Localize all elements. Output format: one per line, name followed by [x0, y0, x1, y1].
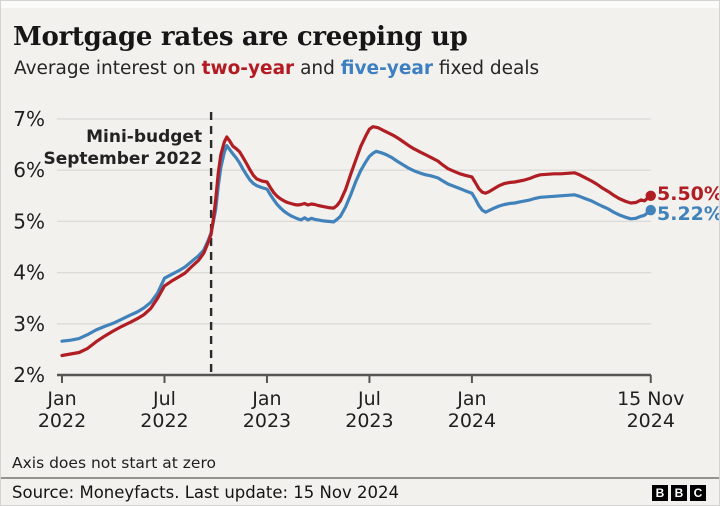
y-tick-label: 2% [13, 363, 45, 387]
x-tick-label: Jul [152, 388, 176, 410]
bbc-logo-letter-3: C [690, 485, 706, 501]
x-tick-label: 2024 [627, 410, 675, 432]
annotation-line-2: September 2022 [43, 149, 202, 169]
y-tick-label: 3% [13, 312, 45, 336]
y-tick-label: 4% [13, 261, 45, 285]
x-tick-label: Jan [251, 388, 281, 410]
five-year-end-dot [645, 204, 656, 216]
source-text: Source: Moneyfacts. Last update: 15 Nov … [12, 483, 399, 502]
x-tick-label: Jan [46, 388, 76, 410]
subtitle-suffix: fixed deals [432, 58, 540, 79]
page-title: Mortgage rates are creeping up [13, 22, 468, 52]
x-tick-label: Jul [357, 388, 381, 410]
two-year-end-dot [645, 190, 656, 201]
x-tick-label: 2023 [345, 410, 393, 432]
two-year-end-label: 5.50% [657, 183, 720, 205]
subtitle-two-year-label: two-year [201, 58, 295, 79]
axis-footnote: Axis does not start at zero [12, 454, 216, 472]
y-tick-label: 5% [13, 209, 45, 233]
y-tick-label: 6% [13, 158, 45, 182]
x-tick-label: 15 Nov [617, 388, 684, 410]
y-tick-label: 7% [13, 107, 45, 131]
bbc-logo-letter-2: B [671, 485, 687, 501]
bbc-logo-letter-1: B [652, 485, 668, 501]
subtitle-five-year-label: five-year [340, 58, 433, 79]
top-strip [1, 1, 719, 8]
bbc-logo: B B C [652, 485, 706, 501]
x-tick-label: 2023 [243, 410, 291, 432]
two-year-line [60, 125, 653, 358]
chart-subtitle: Average interest on two-year and five-ye… [14, 58, 539, 79]
annotation-line-1: Mini-budget [86, 127, 202, 147]
x-tick-label: 2024 [448, 410, 496, 432]
x-tick-label: 2022 [38, 410, 86, 432]
x-tick-label: 2022 [140, 410, 188, 432]
subtitle-prefix: Average interest on [14, 58, 202, 79]
five-year-end-label: 5.22% [657, 203, 720, 225]
footer-divider [1, 477, 719, 479]
subtitle-and: and [294, 58, 341, 79]
x-tick-label: Jan [456, 388, 486, 410]
